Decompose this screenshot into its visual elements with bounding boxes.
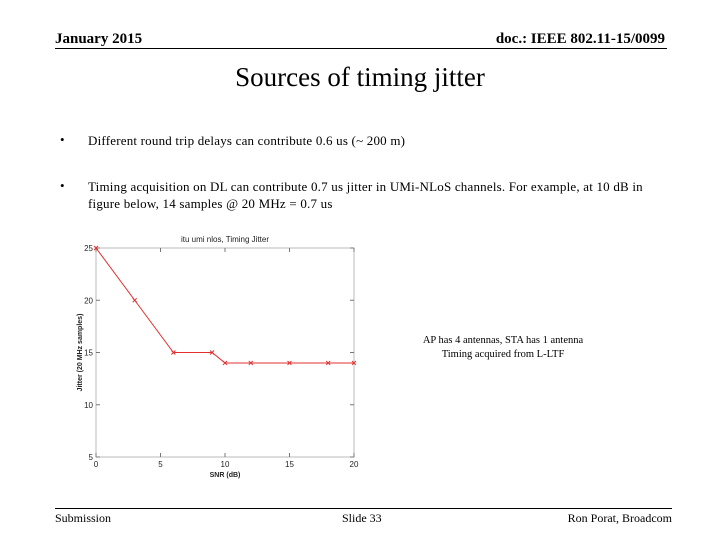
x-axis-label: SNR (dB)	[210, 472, 241, 479]
chart-note-line-1: AP has 4 antennas, STA has 1 antenna	[422, 335, 584, 346]
x-tick-label: 0	[94, 460, 99, 469]
footer-author: Ron Porat, Broadcom	[567, 511, 672, 525]
y-axis-label: Jitter (20 MHz samples)	[77, 314, 84, 392]
x-tick-label: 5	[158, 460, 163, 469]
y-tick-label: 25	[84, 244, 93, 253]
header-date: January 2015	[55, 31, 143, 47]
data-point-marker	[222, 360, 228, 366]
header-rule	[55, 48, 667, 49]
data-point-marker	[171, 350, 176, 355]
data-point-marker	[248, 360, 254, 366]
footer-rule	[55, 508, 672, 509]
footer-left: Submission	[55, 511, 112, 525]
y-tick-label: 5	[89, 453, 94, 462]
chart-note: AP has 4 antennas, STA has 1 antenna Tim…	[398, 334, 608, 362]
data-point-marker	[351, 360, 357, 366]
y-tick-label: 10	[84, 401, 93, 410]
x-tick-label: 15	[285, 460, 294, 469]
x-tick-label: 10	[221, 460, 230, 469]
x-tick-label: 20	[350, 460, 359, 469]
bullet-marker-2: •	[60, 178, 65, 193]
data-point-marker	[325, 360, 331, 366]
plot-frame	[95, 247, 355, 458]
footer-slide-number: Slide 33	[342, 511, 382, 525]
slide-title: Sources of timing jitter	[235, 62, 485, 92]
data-point-marker	[287, 360, 292, 366]
data-point-marker	[132, 297, 138, 303]
bullet-text-1: Different round trip delays can contribu…	[88, 133, 406, 148]
series-line	[95, 247, 354, 364]
data-point-marker	[93, 245, 99, 251]
bullet-marker-1: •	[60, 132, 65, 147]
chart-title: itu umi nlos, Timing Jitter	[181, 235, 269, 244]
bullet-text-2: Timing acquisition on DL can contribute …	[88, 179, 643, 211]
chart-note-line-2: Timing acquired from L-LTF	[441, 349, 565, 360]
y-tick-label: 15	[84, 349, 93, 358]
y-tick-label: 20	[84, 296, 93, 305]
header-doc-id: doc.: IEEE 802.11-15/0099	[495, 31, 665, 47]
data-point-marker	[209, 350, 215, 355]
